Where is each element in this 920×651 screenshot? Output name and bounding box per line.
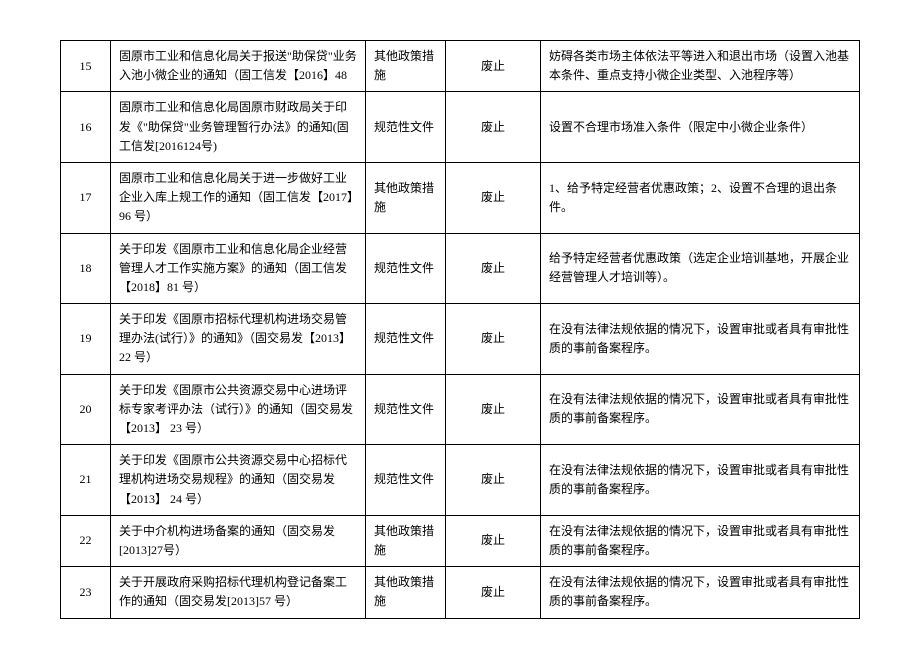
table-row: 20关于印发《固原市公共资源交易中心进场评标专家考评办法（试行）》的通知（固交易… [61,374,860,445]
row-status: 废止 [446,92,541,163]
row-type: 规范性文件 [366,304,446,375]
row-number: 21 [61,445,111,516]
row-title: 关于印发《固原市公共资源交易中心招标代理机构进场交易规程》的通知（固交易发【20… [111,445,366,516]
row-status: 废止 [446,41,541,92]
row-type: 规范性文件 [366,92,446,163]
row-number: 22 [61,515,111,566]
row-title: 固原市工业和信息化局固原市财政局关于印发《"助保贷"业务管理暂行办法》的通知(固… [111,92,366,163]
row-status: 废止 [446,374,541,445]
row-reason: 在没有法律法规依据的情况下，设置审批或者具有审批性质的事前备案程序。 [541,515,860,566]
row-reason: 妨碍各类市场主体依法平等进入和退出市场（设置入池基本条件、重点支持小微企业类型、… [541,41,860,92]
row-number: 19 [61,304,111,375]
row-title: 关于开展政府采购招标代理机构登记备案工作的通知（固交易发[2013]57 号） [111,567,366,618]
row-number: 15 [61,41,111,92]
row-reason: 1、给予特定经营者优惠政策；2、设置不合理的退出条件。 [541,162,860,233]
row-status: 废止 [446,515,541,566]
table-row: 18关于印发《固原市工业和信息化局企业经营管理人才工作实施方案》的通知（固工信发… [61,233,860,304]
row-title: 关于印发《固原市公共资源交易中心进场评标专家考评办法（试行）》的通知（固交易发【… [111,374,366,445]
policy-table: 15固原市工业和信息化局关于报送"助保贷"业务入池小微企业的通知（固工信发【20… [60,40,860,619]
table-row: 19关于印发《固原市招标代理机构进场交易管理办法(试行）》的通知》（固交易发【2… [61,304,860,375]
row-type: 规范性文件 [366,233,446,304]
row-status: 废止 [446,162,541,233]
row-reason: 在没有法律法规依据的情况下，设置审批或者具有审批性质的事前备案程序。 [541,304,860,375]
row-number: 18 [61,233,111,304]
table-row: 21关于印发《固原市公共资源交易中心招标代理机构进场交易规程》的通知（固交易发【… [61,445,860,516]
row-type: 其他政策措施 [366,41,446,92]
row-status: 废止 [446,233,541,304]
table-row: 15固原市工业和信息化局关于报送"助保贷"业务入池小微企业的通知（固工信发【20… [61,41,860,92]
row-number: 23 [61,567,111,618]
row-status: 废止 [446,445,541,516]
row-type: 规范性文件 [366,374,446,445]
table-row: 17固原市工业和信息化局关于进一步做好工业企业入库上规工作的通知（固工信发【20… [61,162,860,233]
row-reason: 在没有法律法规依据的情况下，设置审批或者具有审批性质的事前备案程序。 [541,374,860,445]
row-reason: 在没有法律法规依据的情况下，设置审批或者具有审批性质的事前备案程序。 [541,567,860,618]
row-type: 其他政策措施 [366,567,446,618]
row-type: 规范性文件 [366,445,446,516]
row-number: 16 [61,92,111,163]
row-title: 关于印发《固原市招标代理机构进场交易管理办法(试行）》的通知》（固交易发【201… [111,304,366,375]
row-status: 废止 [446,567,541,618]
row-reason: 设置不合理市场准入条件（限定中小微企业条件） [541,92,860,163]
row-status: 废止 [446,304,541,375]
table-row: 23关于开展政府采购招标代理机构登记备案工作的通知（固交易发[2013]57 号… [61,567,860,618]
row-title: 固原市工业和信息化局关于报送"助保贷"业务入池小微企业的通知（固工信发【2016… [111,41,366,92]
row-title: 关于中介机构进场备案的通知（固交易发[2013]27号） [111,515,366,566]
row-title: 固原市工业和信息化局关于进一步做好工业企业入库上规工作的通知（固工信发【2017… [111,162,366,233]
row-reason: 在没有法律法规依据的情况下，设置审批或者具有审批性质的事前备案程序。 [541,445,860,516]
row-number: 20 [61,374,111,445]
row-type: 其他政策措施 [366,515,446,566]
table-row: 22关于中介机构进场备案的通知（固交易发[2013]27号）其他政策措施废止在没… [61,515,860,566]
row-number: 17 [61,162,111,233]
table-row: 16固原市工业和信息化局固原市财政局关于印发《"助保贷"业务管理暂行办法》的通知… [61,92,860,163]
row-title: 关于印发《固原市工业和信息化局企业经营管理人才工作实施方案》的通知（固工信发【2… [111,233,366,304]
row-reason: 给予特定经营者优惠政策（选定企业培训基地，开展企业经营管理人才培训等）。 [541,233,860,304]
row-type: 其他政策措施 [366,162,446,233]
